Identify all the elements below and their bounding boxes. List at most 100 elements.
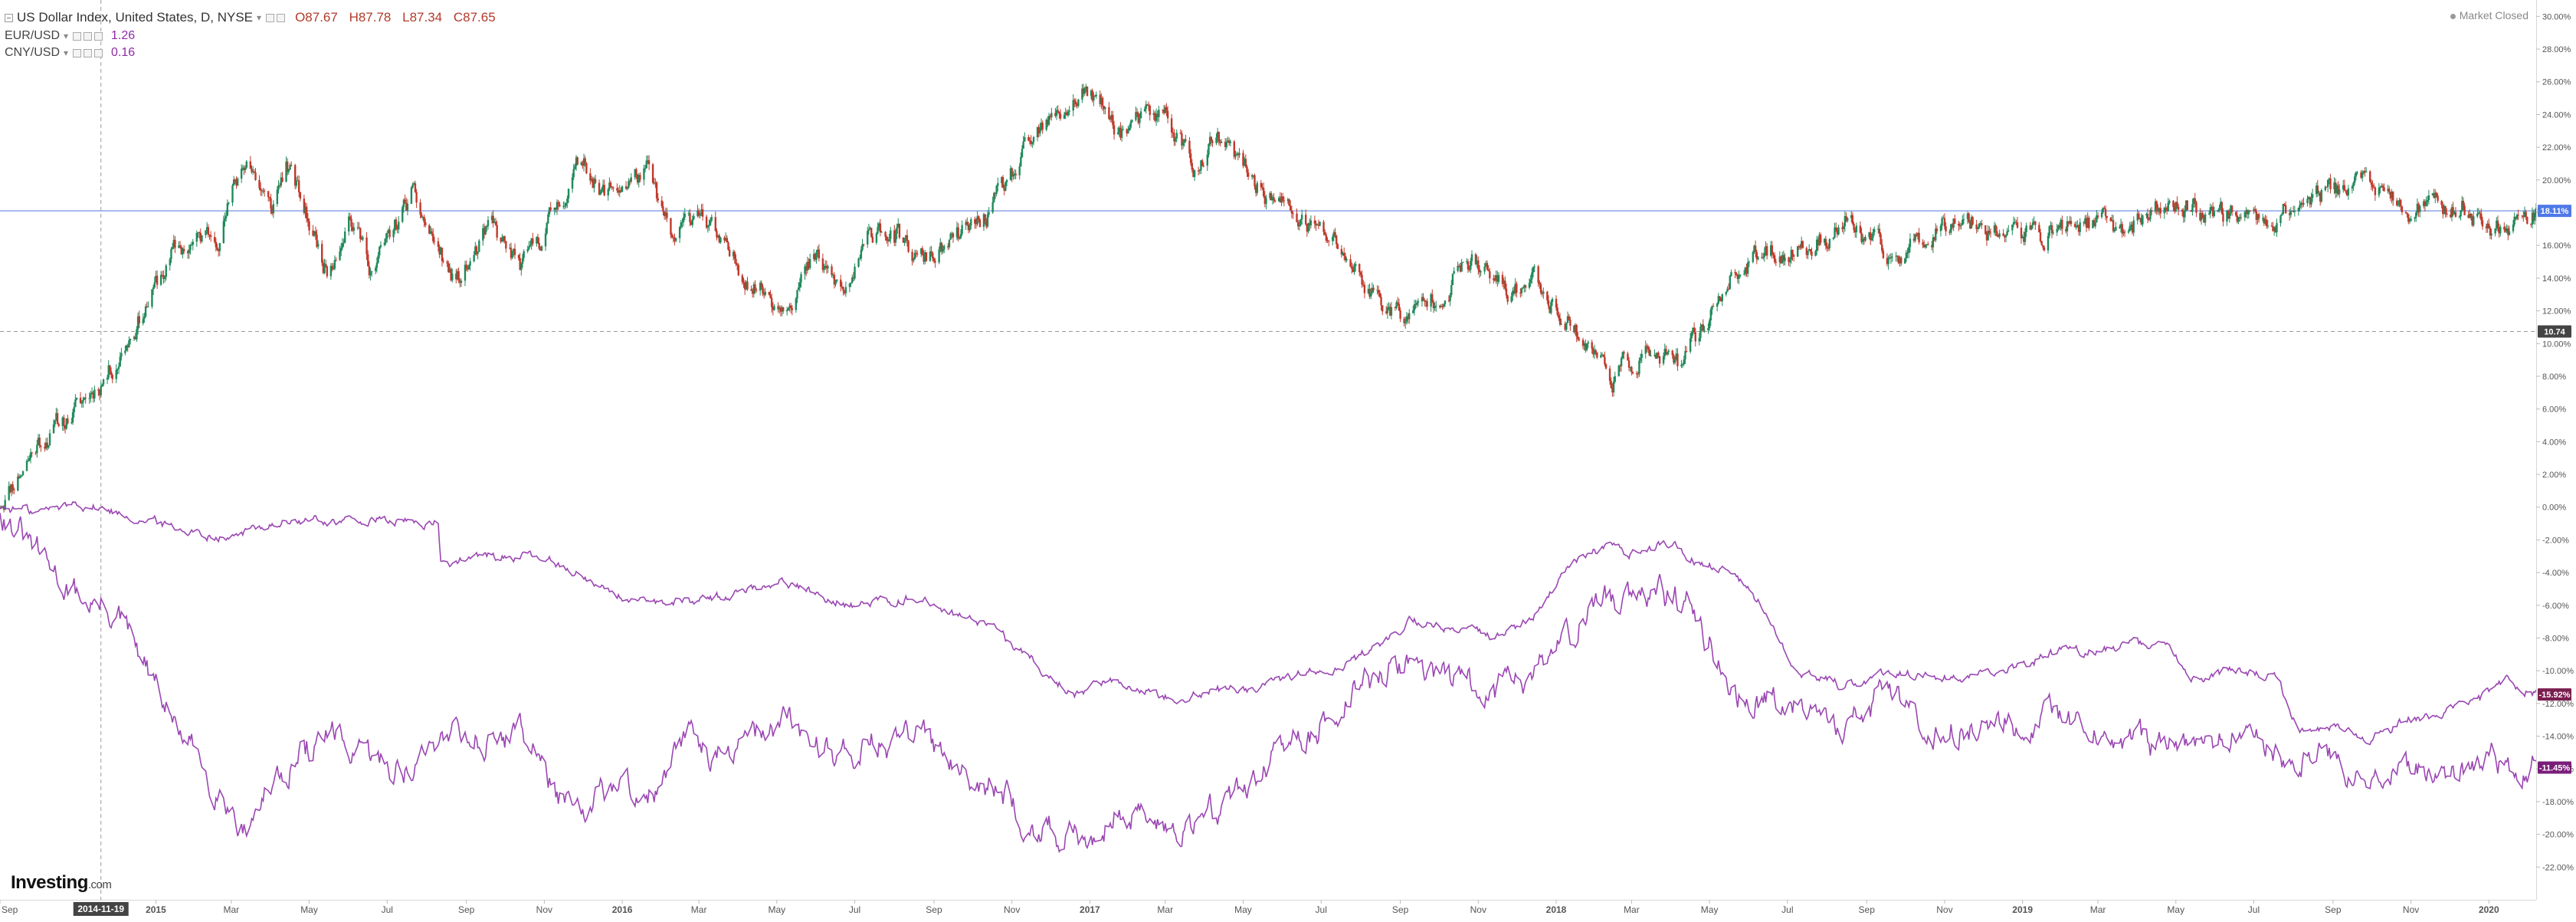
candle — [424, 218, 427, 228]
candle — [503, 235, 506, 244]
candle — [2083, 221, 2085, 227]
candle — [344, 227, 346, 244]
candle — [2150, 207, 2153, 216]
candle — [457, 267, 460, 284]
candle — [2159, 202, 2161, 218]
candle — [1640, 349, 1643, 363]
candle — [162, 270, 165, 284]
compare-value: 1.26 — [111, 29, 136, 42]
candle — [1979, 221, 1981, 227]
candle — [2370, 179, 2373, 191]
close-icon[interactable] — [94, 31, 103, 41]
candle — [670, 218, 672, 239]
candle — [156, 270, 159, 289]
candle — [323, 258, 326, 274]
candle — [2024, 228, 2027, 246]
candle — [459, 278, 461, 287]
candle — [1647, 344, 1650, 353]
eye-icon[interactable] — [266, 13, 275, 22]
candle — [2245, 207, 2247, 218]
candle — [2106, 215, 2108, 224]
candle — [618, 185, 621, 198]
candle — [371, 271, 373, 277]
compare-label[interactable]: CNY/USD — [5, 46, 61, 59]
y-tick-label: 30.00% — [2542, 12, 2571, 21]
candle — [2236, 210, 2239, 224]
candle — [2243, 210, 2247, 221]
candle — [897, 218, 900, 228]
candle — [1032, 136, 1035, 146]
candle — [1218, 131, 1221, 146]
candle — [46, 437, 48, 451]
candle — [2104, 205, 2107, 221]
main-symbol-legend[interactable]: US Dollar Index, United States, D, NYSE … — [5, 8, 503, 28]
candle — [2515, 213, 2519, 221]
chevron-down-icon[interactable]: ▾ — [64, 31, 69, 41]
candle — [2240, 213, 2243, 221]
series-line-cnyusd[interactable] — [0, 500, 2537, 746]
eye-icon[interactable] — [73, 48, 82, 57]
chevron-down-icon[interactable]: ▾ — [257, 12, 262, 23]
candle — [1841, 221, 1844, 233]
candle — [974, 216, 976, 229]
candle — [804, 264, 806, 280]
chevron-down-icon[interactable]: ▾ — [64, 48, 69, 58]
candle — [440, 246, 442, 255]
settings-icon[interactable] — [84, 31, 93, 41]
x-tick-label: Sep — [1392, 904, 1409, 915]
series-line-eurusd[interactable] — [0, 513, 2537, 853]
candle — [2058, 222, 2061, 231]
candle — [1057, 105, 1059, 113]
candle — [1989, 228, 1992, 238]
candle — [1263, 191, 1267, 208]
candle — [1315, 220, 1317, 231]
candle — [1690, 331, 1693, 342]
candle — [785, 307, 788, 316]
candle — [1394, 306, 1397, 311]
candle — [965, 219, 967, 231]
candle — [1542, 287, 1545, 299]
compare-label[interactable]: EUR/USD — [5, 29, 61, 42]
candle — [1689, 333, 1692, 354]
candle — [823, 264, 825, 274]
last-value-badge-upper-line: -15.92% — [2538, 688, 2571, 701]
candle — [2398, 197, 2401, 208]
candle — [2461, 195, 2463, 212]
compare-legend-eurusd[interactable]: EUR/USD ▾ 1.26 — [5, 28, 503, 44]
candle — [1093, 92, 1095, 107]
candle — [777, 302, 779, 313]
candle — [1501, 271, 1504, 287]
candle — [1458, 264, 1460, 268]
candle — [1912, 233, 1916, 243]
close-icon[interactable] — [94, 48, 103, 57]
candle — [1716, 302, 1719, 312]
candle — [2335, 178, 2337, 199]
settings-icon[interactable] — [277, 13, 286, 22]
candle — [571, 173, 574, 193]
candle — [1933, 236, 1935, 241]
compare-legend-cnyusd[interactable]: CNY/USD ▾ 0.16 — [5, 44, 503, 61]
settings-icon[interactable] — [84, 48, 93, 57]
candle — [2191, 199, 2194, 216]
candle — [28, 454, 31, 461]
candle — [1137, 111, 1139, 125]
candle — [1041, 120, 1044, 134]
candle — [1036, 126, 1039, 142]
candle — [1250, 173, 1254, 180]
candle — [2352, 181, 2355, 192]
candle — [1752, 251, 1755, 264]
candle — [639, 172, 641, 182]
main-symbol-title[interactable]: US Dollar Index, United States, D, NYSE — [17, 10, 254, 25]
eye-icon[interactable] — [73, 31, 82, 41]
collapse-legend-icon[interactable] — [5, 13, 13, 22]
candle — [682, 212, 685, 227]
candle — [683, 208, 686, 220]
candle — [1666, 351, 1669, 356]
candle — [2066, 216, 2069, 237]
x-tick-label: May — [769, 904, 786, 915]
candle — [1072, 94, 1074, 116]
candle — [1014, 169, 1017, 179]
candle — [575, 155, 578, 171]
